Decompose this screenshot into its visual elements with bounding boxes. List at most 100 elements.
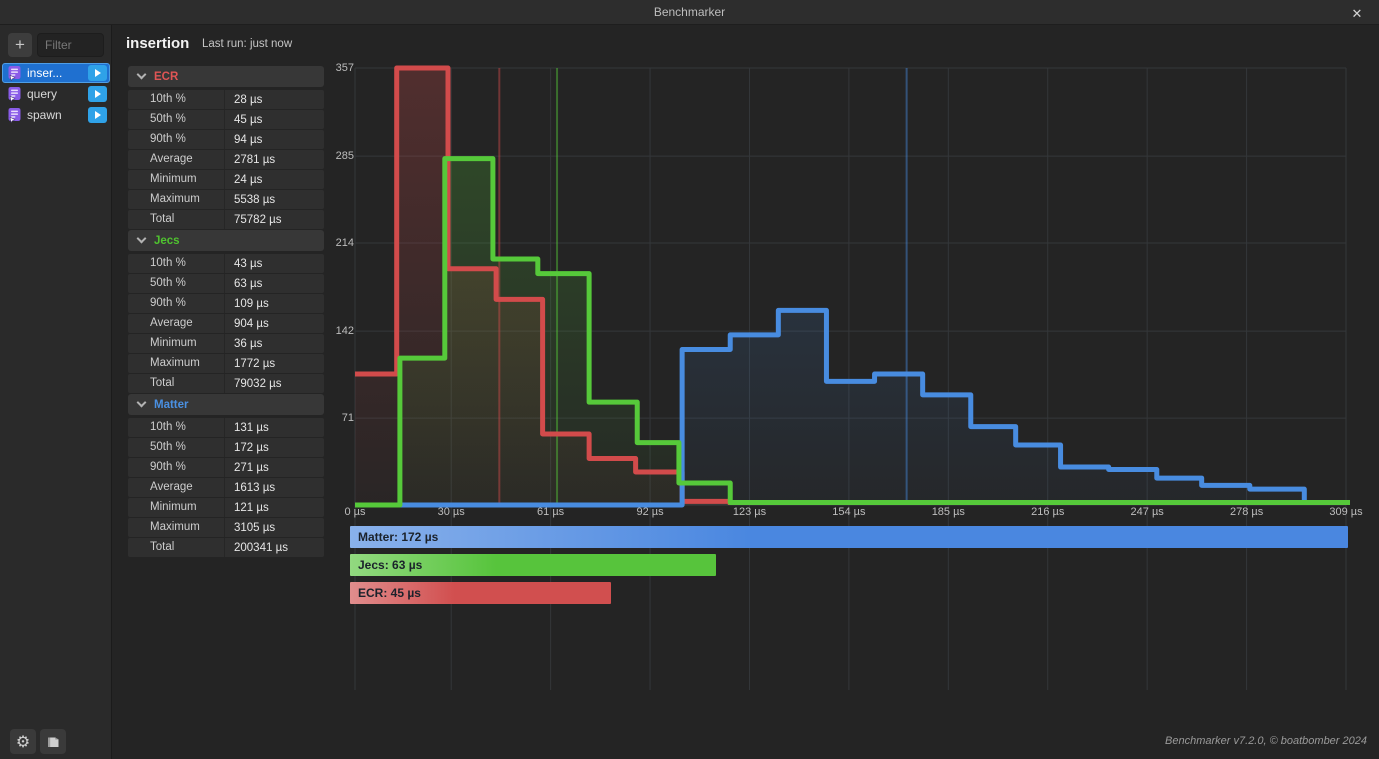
stat-value: 131 µs [234, 421, 269, 434]
x-axis-tick-label: 123 µs [732, 506, 767, 518]
stat-row-matter-90th: 90th % 271 µs [128, 458, 324, 477]
stat-row-matter-minimum: Minimum 121 µs [128, 498, 324, 517]
stat-value: 79032 µs [234, 377, 282, 390]
script-icon [8, 66, 21, 81]
chevron-down-icon [136, 69, 147, 80]
stat-value: 28 µs [234, 93, 263, 106]
docs-button[interactable] [40, 729, 66, 754]
legend-bar-ecr: ECR: 45 µs [350, 582, 611, 604]
script-icon [8, 108, 21, 123]
stat-value: 75782 µs [234, 213, 282, 226]
stat-label: 90th % [128, 458, 225, 477]
stat-label: Minimum [128, 498, 225, 517]
y-axis-tick-label: 357 [335, 62, 354, 74]
stat-value: 63 µs [234, 277, 263, 290]
close-button[interactable]: ✕ [1341, 0, 1373, 25]
stat-row-ecr-minimum: Minimum 24 µs [128, 170, 324, 189]
stat-value: 904 µs [234, 317, 269, 330]
filter-input[interactable] [37, 33, 104, 57]
stat-value: 94 µs [234, 133, 263, 146]
book-icon [47, 737, 58, 747]
sidebar-item-spawn[interactable]: spawn [2, 105, 110, 125]
stats-section-ecr: ECR 10th % 28 µs 50th % 45 µs 90th % 94 µs Aver… [128, 66, 324, 229]
legend-bar-jecs: Jecs: 63 µs [350, 554, 716, 576]
add-benchmark-button[interactable]: + [8, 33, 32, 57]
x-axis-tick-label: 0 µs [344, 506, 366, 518]
stat-row-ecr-average: Average 2781 µs [128, 150, 324, 169]
script-icon [8, 87, 21, 102]
play-icon [95, 111, 101, 119]
stat-label: 10th % [128, 254, 225, 273]
stats-section-title: ECR [154, 70, 179, 83]
sidebar-item-label: spawn [27, 108, 62, 122]
x-axis-tick-label: 216 µs [1031, 506, 1065, 518]
stat-value: 24 µs [234, 173, 263, 186]
stat-row-ecr-90th: 90th % 94 µs [128, 130, 324, 149]
sidebar-item-label: query [27, 87, 58, 101]
play-icon [95, 90, 101, 98]
chevron-down-icon [136, 233, 147, 244]
stats-section-matter: Matter 10th % 131 µs 50th % 172 µs 90th % 271 … [128, 394, 324, 557]
stat-row-matter-average: Average 1613 µs [128, 478, 324, 497]
sidebar-item-query[interactable]: query [2, 84, 110, 104]
stats-section-header-jecs[interactable]: Jecs [128, 230, 324, 251]
x-axis-tick-label: 30 µs [437, 506, 465, 518]
run-benchmark-button[interactable] [88, 86, 107, 102]
stat-label: Average [128, 314, 225, 333]
x-axis-tick-label: 309 µs [1329, 506, 1363, 518]
run-benchmark-button[interactable] [88, 65, 107, 81]
stat-label: 50th % [128, 110, 225, 129]
stat-value: 200341 µs [234, 541, 288, 554]
histogram-plot-area[interactable] [355, 63, 1346, 505]
stat-row-ecr-maximum: Maximum 5538 µs [128, 190, 324, 209]
stat-value: 36 µs [234, 337, 263, 350]
stats-section-jecs: Jecs 10th % 43 µs 50th % 63 µs 90th % 109 µs Av… [128, 230, 324, 393]
y-axis-tick-label: 71 [341, 412, 354, 425]
benchmark-list: inser... query spawn [2, 63, 110, 126]
stats-section-header-matter[interactable]: Matter [128, 394, 324, 415]
stat-label: Maximum [128, 190, 225, 209]
stat-value: 109 µs [234, 297, 269, 310]
stat-label: Maximum [128, 354, 225, 373]
stats-section-title: Matter [154, 398, 189, 411]
stat-value: 5538 µs [234, 193, 276, 206]
stat-row-jecs-maximum: Maximum 1772 µs [128, 354, 324, 373]
stat-row-matter-10th: 10th % 131 µs [128, 418, 324, 437]
y-axis-tick-label: 285 [335, 150, 354, 163]
stats-panel: ECR 10th % 28 µs 50th % 45 µs 90th % 94 µs Aver… [128, 66, 324, 558]
stat-row-jecs-90th: 90th % 109 µs [128, 294, 324, 313]
window-title: Benchmarker [653, 5, 726, 19]
settings-button[interactable]: ⚙ [10, 729, 36, 754]
stat-row-ecr-10th: 10th % 28 µs [128, 90, 324, 109]
x-axis-tick-label: 154 µs [832, 506, 866, 518]
stat-value: 43 µs [234, 257, 263, 270]
stat-row-jecs-average: Average 904 µs [128, 314, 324, 333]
stat-value: 172 µs [234, 441, 269, 454]
stat-row-jecs-minimum: Minimum 36 µs [128, 334, 324, 353]
run-benchmark-button[interactable] [88, 107, 107, 123]
legend-bar-label: Jecs: 63 µs [358, 558, 423, 572]
stat-label: Average [128, 478, 225, 497]
stat-label: Total [128, 374, 225, 393]
stat-row-jecs-total: Total 79032 µs [128, 374, 324, 393]
last-run-status: Last run: just now [202, 38, 293, 50]
stat-value: 45 µs [234, 113, 263, 126]
stats-section-header-ecr[interactable]: ECR [128, 66, 324, 87]
chart-legend: Matter: 172 µs Jecs: 63 µs ECR: 45 µs [350, 526, 1348, 610]
stat-row-ecr-total: Total 75782 µs [128, 210, 324, 229]
sidebar: + inser... query spawn ⚙ [0, 25, 112, 759]
stat-row-ecr-50th: 50th % 45 µs [128, 110, 324, 129]
stat-label: Minimum [128, 170, 225, 189]
version-credit: Benchmarker v7.2.0, © boatbomber 2024 [1165, 735, 1367, 747]
sidebar-item-inser[interactable]: inser... [2, 63, 110, 83]
stat-row-jecs-10th: 10th % 43 µs [128, 254, 324, 273]
stat-value: 2781 µs [234, 153, 276, 166]
stat-label: Total [128, 538, 225, 557]
stat-label: Total [128, 210, 225, 229]
sidebar-item-label: inser... [27, 66, 63, 80]
gear-icon: ⚙ [15, 733, 31, 751]
x-axis-tick-label: 61 µs [537, 506, 565, 518]
titlebar: Benchmarker ✕ [0, 0, 1379, 25]
legend-bar-matter: Matter: 172 µs [350, 526, 1348, 548]
